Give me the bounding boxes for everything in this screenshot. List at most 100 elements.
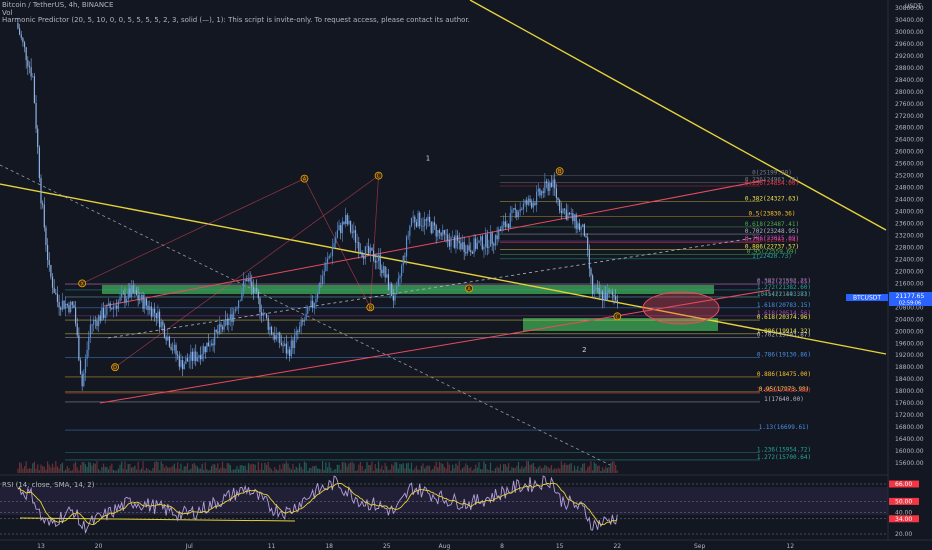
fib-level-label: 0.886(22737.57) — [745, 243, 799, 250]
candle-body — [615, 296, 617, 300]
time-tick: Jul — [185, 543, 194, 550]
candle-body — [527, 198, 529, 205]
candle-body — [58, 302, 60, 308]
volume-bar — [501, 470, 503, 473]
volume-bar — [267, 461, 269, 473]
price-tick: 18000.00 — [895, 388, 924, 395]
time-tick: Sep — [694, 543, 706, 550]
price-tick: 15600.00 — [895, 460, 924, 467]
volume-bar — [129, 463, 131, 473]
volume-bar — [455, 463, 457, 473]
candle-body — [508, 223, 510, 228]
candle-body — [593, 289, 595, 294]
volume-bar — [247, 463, 250, 473]
volume-bar — [116, 470, 118, 473]
candle-body — [447, 234, 449, 241]
volume-bar — [529, 464, 531, 473]
volume-bar — [285, 461, 287, 473]
time-tick: 11 — [268, 543, 276, 550]
volume-bar — [63, 470, 65, 473]
volume-bar — [613, 461, 615, 473]
volume-bar — [66, 466, 68, 473]
pattern-point-label: C — [616, 314, 620, 320]
candle-body — [277, 332, 279, 336]
price-tick: 22400.00 — [895, 256, 924, 263]
candle-body — [262, 313, 264, 316]
volume-bar — [364, 468, 366, 473]
candle-body — [412, 216, 414, 218]
pattern-point-marker — [78, 279, 87, 288]
candle-body — [209, 345, 211, 347]
candle-body — [433, 222, 436, 226]
candle-body — [475, 238, 477, 249]
volume-bar — [185, 466, 187, 473]
volume-bar — [107, 469, 110, 473]
rsi-indicator-label[interactable]: RSI (14, close, SMA, 14, 2) — [2, 481, 95, 489]
volume-bar — [23, 466, 26, 473]
price-tick: 19600.00 — [895, 340, 924, 347]
candle-body — [356, 242, 358, 243]
volume-bar — [209, 469, 211, 473]
volume-bar — [126, 469, 128, 473]
candle-body — [147, 305, 149, 311]
pattern-point-label: A — [303, 177, 307, 183]
volume-indicator-label[interactable]: Vol — [2, 9, 13, 17]
volume-bar — [410, 462, 413, 473]
volume-bar — [514, 467, 516, 473]
symbol-title[interactable]: Bitcoin / TetherUS, 4h, BINANCE — [2, 1, 114, 9]
pattern-point-marker — [366, 303, 375, 312]
volume-bar — [593, 462, 595, 473]
volume-bar — [519, 468, 521, 473]
candle-body — [509, 213, 511, 228]
volume-bar — [430, 470, 432, 473]
volume-bar — [568, 464, 571, 473]
volume-bar — [241, 464, 243, 473]
candle-body — [124, 293, 126, 303]
fib-level-label: 1.272(15700.64) — [757, 454, 811, 461]
candle-body — [401, 265, 403, 277]
volume-bar — [78, 470, 80, 473]
candle-body — [524, 200, 526, 204]
candle-body — [236, 307, 238, 309]
volume-bar — [242, 465, 245, 473]
volume-bar — [328, 462, 330, 473]
candle-body — [343, 221, 345, 224]
volume-bar — [573, 465, 576, 473]
candle-body — [170, 346, 172, 350]
volume-bar — [440, 463, 442, 473]
volume-bar — [308, 468, 310, 473]
volume-bar — [231, 469, 233, 473]
candle-body — [415, 222, 418, 227]
fib-level-label: 0.618(20374.96) — [757, 314, 811, 321]
candle-body — [377, 254, 380, 261]
candle-body — [616, 299, 618, 304]
volume-bar — [536, 468, 538, 473]
volume-bar — [354, 470, 357, 473]
candle-body — [66, 303, 68, 306]
volume-bar — [145, 467, 147, 473]
volume-bar — [137, 461, 139, 473]
last-price-value: 21177.65 — [896, 293, 925, 300]
pattern-point-marker — [613, 312, 622, 321]
candle-body — [537, 188, 539, 192]
volume-bar — [348, 463, 350, 473]
volume-bar — [606, 467, 609, 473]
volume-bar — [177, 462, 179, 473]
volume-bar — [111, 463, 113, 473]
price-axis-area[interactable] — [888, 0, 932, 550]
candle-body — [206, 342, 208, 353]
volume-bar — [343, 461, 345, 473]
harmonic-indicator-label[interactable]: Harmonic Predictor (20, 5, 10, 0, 0, 5, … — [2, 16, 470, 24]
candle-body — [168, 336, 171, 347]
volume-bar — [305, 462, 307, 473]
fib-level-label: 0.618(23487.41) — [745, 221, 799, 228]
volume-bar — [65, 469, 67, 473]
volume-bar — [102, 463, 105, 473]
volume-bar — [61, 462, 64, 473]
candle-body — [144, 298, 146, 309]
volume-bar — [256, 470, 258, 473]
candle-body — [560, 210, 562, 213]
candle-body — [448, 240, 450, 247]
time-axis-ticks[interactable]: 13 20 Jul 11 18 25 Aug 8 15 22 Sep 12 — [37, 543, 794, 550]
